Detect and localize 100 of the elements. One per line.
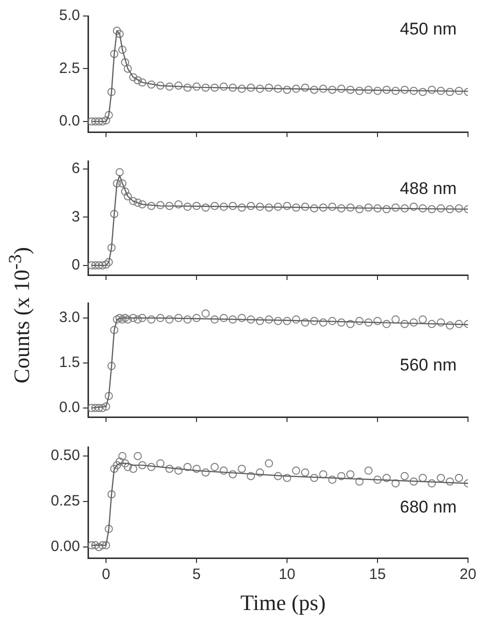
point xyxy=(138,78,146,87)
point xyxy=(310,204,318,212)
point xyxy=(446,205,454,214)
point xyxy=(428,205,436,214)
point xyxy=(156,314,164,322)
x-tick-label: 10 xyxy=(278,566,296,584)
point xyxy=(98,541,107,550)
point xyxy=(382,86,391,94)
point xyxy=(446,477,454,486)
point xyxy=(428,479,436,488)
point xyxy=(382,474,391,482)
point xyxy=(292,315,300,324)
point xyxy=(301,468,310,477)
point xyxy=(202,468,210,477)
point xyxy=(107,244,116,252)
point xyxy=(120,187,130,196)
point xyxy=(183,462,192,472)
point xyxy=(156,459,164,468)
point xyxy=(112,179,122,188)
point xyxy=(454,474,464,482)
point xyxy=(256,84,264,93)
point xyxy=(373,204,382,212)
point xyxy=(94,117,103,126)
point xyxy=(418,204,427,212)
point xyxy=(436,318,445,327)
y-tick-label: 3 xyxy=(72,208,80,226)
point xyxy=(400,320,409,328)
point xyxy=(220,82,228,91)
point xyxy=(118,179,126,188)
point xyxy=(355,205,364,214)
y-tick-label: 5.0 xyxy=(59,7,80,24)
point xyxy=(94,404,103,412)
point xyxy=(118,452,126,460)
point xyxy=(310,86,318,94)
x-axis-title: Time (ps) xyxy=(239,590,327,616)
point xyxy=(104,524,113,533)
y-tick-label: 0 xyxy=(72,256,80,274)
point xyxy=(228,470,237,478)
point xyxy=(202,84,210,92)
point xyxy=(238,314,246,322)
annotation: 560 nm xyxy=(400,355,457,374)
point xyxy=(138,461,146,470)
point xyxy=(116,30,124,38)
point xyxy=(364,466,373,475)
point xyxy=(228,84,237,92)
point xyxy=(246,315,255,324)
point xyxy=(165,315,174,324)
point xyxy=(436,86,445,95)
point xyxy=(310,316,318,326)
point xyxy=(346,203,354,212)
point xyxy=(88,404,96,412)
point xyxy=(282,316,292,326)
point xyxy=(110,210,118,218)
point xyxy=(210,462,219,472)
point xyxy=(292,466,300,475)
point xyxy=(264,203,274,212)
annotation: 450 nm xyxy=(400,20,457,39)
point xyxy=(355,477,364,486)
point xyxy=(328,202,336,211)
y-tick-label: 0.0 xyxy=(59,112,80,130)
point xyxy=(91,404,100,412)
point xyxy=(319,84,328,93)
point xyxy=(346,86,354,94)
point xyxy=(228,202,237,210)
point xyxy=(102,541,110,550)
point xyxy=(107,490,116,498)
point xyxy=(301,318,310,327)
point xyxy=(364,86,373,94)
point xyxy=(91,261,100,270)
point xyxy=(400,204,409,212)
point xyxy=(147,80,156,89)
point xyxy=(282,86,292,94)
point xyxy=(104,258,113,266)
point xyxy=(454,86,464,95)
point xyxy=(174,466,183,475)
point xyxy=(192,202,201,210)
point xyxy=(292,84,300,93)
point xyxy=(436,474,445,482)
point xyxy=(202,203,210,212)
point xyxy=(124,462,132,472)
point xyxy=(134,315,142,324)
point xyxy=(112,26,122,35)
point xyxy=(256,468,264,477)
point xyxy=(165,82,174,91)
annotation: 488 nm xyxy=(400,179,457,198)
point xyxy=(220,466,228,475)
point xyxy=(337,472,346,480)
point xyxy=(238,203,246,212)
point xyxy=(192,314,201,322)
point xyxy=(116,168,124,176)
point xyxy=(174,82,183,90)
point xyxy=(116,314,124,322)
y-tick-label: 0.0 xyxy=(59,399,80,416)
point xyxy=(110,326,118,334)
point xyxy=(112,315,122,324)
point xyxy=(104,392,113,400)
point xyxy=(364,318,373,327)
point xyxy=(120,58,130,66)
point xyxy=(107,362,116,370)
point xyxy=(192,464,201,473)
